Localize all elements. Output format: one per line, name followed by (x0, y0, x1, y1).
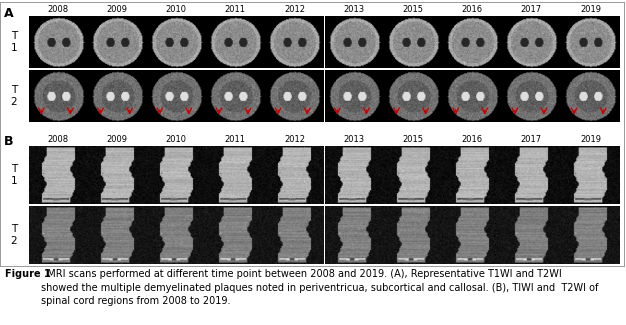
Text: 2009: 2009 (106, 5, 127, 14)
Text: 2013: 2013 (343, 5, 364, 14)
Text: 2016: 2016 (461, 135, 483, 144)
Text: 2008: 2008 (47, 135, 68, 144)
Text: 2015: 2015 (403, 5, 423, 14)
Text: 2011: 2011 (225, 5, 245, 14)
Text: T
2: T 2 (11, 85, 18, 107)
Text: 2012: 2012 (284, 5, 305, 14)
Text: 2019: 2019 (580, 135, 601, 144)
Text: 2010: 2010 (165, 135, 187, 144)
Text: 2016: 2016 (461, 5, 483, 14)
Text: 2017: 2017 (521, 135, 541, 144)
Text: 2010: 2010 (165, 5, 187, 14)
Text: 2009: 2009 (106, 135, 127, 144)
Text: 2013: 2013 (343, 135, 364, 144)
Text: A: A (4, 7, 14, 20)
Text: 2019: 2019 (580, 5, 601, 14)
Text: T
2: T 2 (11, 224, 18, 246)
Text: 2011: 2011 (225, 135, 245, 144)
Text: 2015: 2015 (403, 135, 423, 144)
Text: B: B (4, 135, 14, 148)
Text: 2017: 2017 (521, 5, 541, 14)
Text: 2012: 2012 (284, 135, 305, 144)
Text: Figure 1: Figure 1 (5, 269, 51, 279)
Text: 2008: 2008 (47, 5, 68, 14)
Text: T
1: T 1 (11, 31, 18, 53)
Text: T
1: T 1 (11, 164, 18, 186)
Text: MRI scans performed at different time point between 2008 and 2019. (A), Represen: MRI scans performed at different time po… (41, 269, 598, 306)
